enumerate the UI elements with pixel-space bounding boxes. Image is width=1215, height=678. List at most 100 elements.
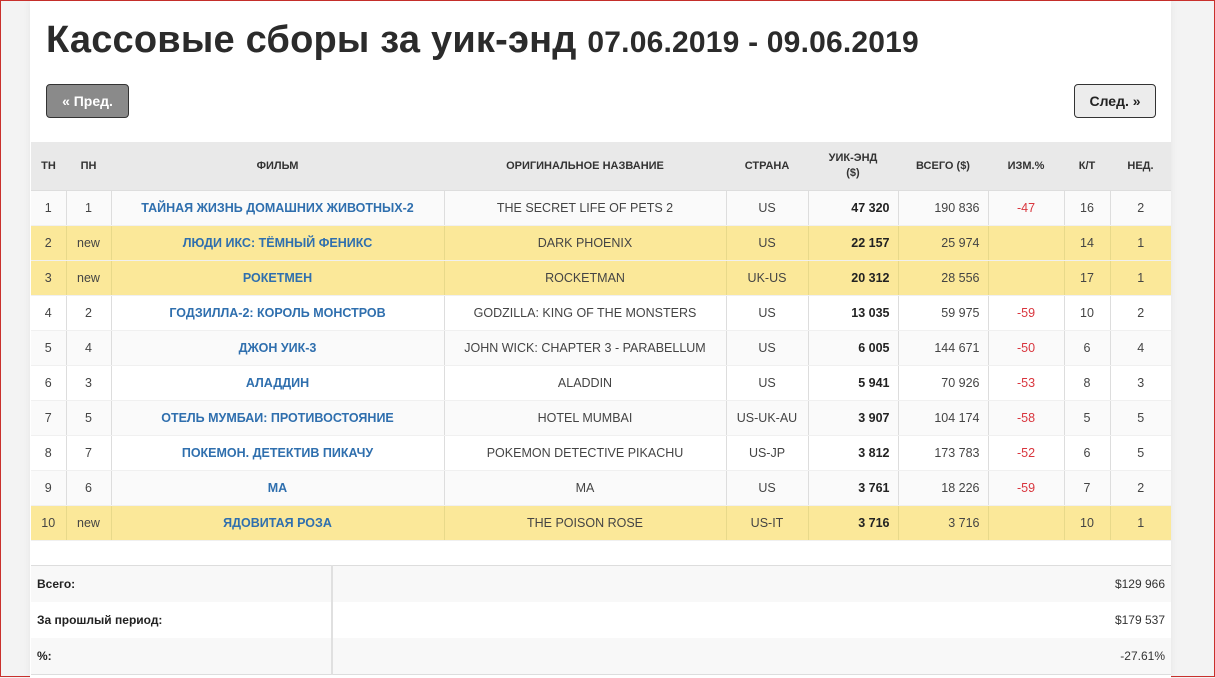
original-title-cell: HOTEL MUMBAI xyxy=(444,400,727,436)
weeks-cell: 2 xyxy=(1110,295,1171,331)
country-cell: US-UK-AU xyxy=(726,400,809,436)
rank-cell: 2 xyxy=(31,225,67,261)
weekend-gross-cell: 3 812 xyxy=(808,435,899,471)
country-cell: US-IT xyxy=(726,505,809,541)
film-link[interactable]: ДЖОН УИК-3 xyxy=(238,341,317,355)
last-week-cell: new xyxy=(66,225,112,261)
last-week-cell: new xyxy=(66,260,112,296)
change-percent-cell xyxy=(988,260,1065,296)
table-row: 7 5 ОТЕЛЬ МУМБАИ: ПРОТИВОСТОЯНИЕ HOTEL MUMB… xyxy=(31,400,1171,436)
country-cell: US xyxy=(726,330,809,366)
country-cell: US xyxy=(726,295,809,331)
rank-cell: 7 xyxy=(31,400,67,436)
table-row: 6 3 АЛАДДИН ALADDIN US 5 941 70 926 -53 8 3 xyxy=(31,365,1171,401)
country-cell: US xyxy=(726,225,809,261)
film-link[interactable]: АЛАДДИН xyxy=(245,376,310,390)
summary-label: Всего: xyxy=(31,565,333,602)
col-header-weeks: НЕД. xyxy=(1110,142,1171,191)
weekend-gross-cell: 20 312 xyxy=(808,260,899,296)
country-cell: US xyxy=(726,365,809,401)
summary-label: %: xyxy=(31,638,333,675)
original-title-cell: ROCKETMAN xyxy=(444,260,727,296)
weeks-cell: 1 xyxy=(1110,225,1171,261)
col-header-screens: К/Т xyxy=(1064,142,1110,191)
table-row: 1 1 ТАЙНАЯ ЖИЗНЬ ДОМАШНИХ ЖИВОТНЫХ-2 THE SE… xyxy=(31,190,1171,226)
next-week-button[interactable]: След. » xyxy=(1074,84,1156,118)
total-gross-cell: 18 226 xyxy=(898,470,989,506)
table-row: 10 new ЯДОВИТАЯ РОЗА THE POISON ROSE US-IT 3 … xyxy=(31,505,1171,541)
original-title-cell: JOHN WICK: CHAPTER 3 - PARABELLUM xyxy=(444,330,727,366)
weeks-cell: 2 xyxy=(1110,190,1171,226)
col-header-country: СТРАНА xyxy=(726,142,808,191)
table-row: 3 new РОКЕТМЕН ROCKETMAN UK-US 20 312 28 556 17… xyxy=(31,260,1171,296)
summary-row-total: Всего: $129 966 xyxy=(31,565,1171,602)
screens-cell: 6 xyxy=(1064,330,1111,366)
screens-cell: 16 xyxy=(1064,190,1111,226)
rank-cell: 5 xyxy=(31,330,67,366)
film-link[interactable]: ОТЕЛЬ МУМБАИ: ПРОТИВОСТОЯНИЕ xyxy=(161,411,394,425)
rank-cell: 8 xyxy=(31,435,67,471)
total-gross-cell: 144 671 xyxy=(898,330,989,366)
total-gross-cell: 28 556 xyxy=(898,260,989,296)
change-percent-cell xyxy=(988,505,1065,541)
film-cell: ЛЮДИ ИКС: ТЁМНЫЙ ФЕНИКС xyxy=(111,225,445,261)
prev-week-button[interactable]: « Пред. xyxy=(46,84,129,118)
original-title-cell: POKEMON DETECTIVE PIKACHU xyxy=(444,435,727,471)
summary-label: За прошлый период: xyxy=(31,602,333,638)
weekend-gross-cell: 3 761 xyxy=(808,470,899,506)
title-text: Кассовые сборы за уик-энд xyxy=(46,19,577,61)
table-row: 9 6 МА MA US 3 761 18 226 -59 7 2 xyxy=(31,470,1171,506)
title-dates: 07.06.2019 - 09.06.2019 xyxy=(587,26,919,59)
weeks-cell: 1 xyxy=(1110,260,1171,296)
film-cell: МА xyxy=(111,470,445,506)
col-header-lw: ПН xyxy=(66,142,111,191)
col-header-tw: ТН xyxy=(31,142,66,191)
film-link[interactable]: ТАЙНАЯ ЖИЗНЬ ДОМАШНИХ ЖИВОТНЫХ-2 xyxy=(141,201,414,215)
last-week-cell: 1 xyxy=(66,190,112,226)
original-title-cell: ALADDIN xyxy=(444,365,727,401)
film-cell: ОТЕЛЬ МУМБАИ: ПРОТИВОСТОЯНИЕ xyxy=(111,400,445,436)
film-cell: ГОДЗИЛЛА-2: КОРОЛЬ МОНСТРОВ xyxy=(111,295,445,331)
film-link[interactable]: РОКЕТМЕН xyxy=(242,271,313,285)
rank-cell: 3 xyxy=(31,260,67,296)
original-title-cell: THE POISON ROSE xyxy=(444,505,727,541)
weekend-gross-cell: 6 005 xyxy=(808,330,899,366)
change-percent-cell: -59 xyxy=(988,295,1065,331)
last-week-cell: 2 xyxy=(66,295,112,331)
film-cell: ТАЙНАЯ ЖИЗНЬ ДОМАШНИХ ЖИВОТНЫХ-2 xyxy=(111,190,445,226)
screens-cell: 6 xyxy=(1064,435,1111,471)
film-link[interactable]: ПОКЕМОН. ДЕТЕКТИВ ПИКАЧУ xyxy=(181,446,374,460)
col-header-weekend: УИК-ЭНД ($) xyxy=(808,142,898,191)
original-title-cell: DARK PHOENIX xyxy=(444,225,727,261)
change-percent-cell: -59 xyxy=(988,470,1065,506)
col-header-film: ФИЛЬМ xyxy=(111,142,444,191)
film-link[interactable]: ГОДЗИЛЛА-2: КОРОЛЬ МОНСТРОВ xyxy=(169,306,386,320)
weekend-gross-cell: 5 941 xyxy=(808,365,899,401)
change-percent-cell: -58 xyxy=(988,400,1065,436)
film-cell: ЯДОВИТАЯ РОЗА xyxy=(111,505,445,541)
country-cell: US xyxy=(726,190,809,226)
last-week-cell: new xyxy=(66,505,112,541)
col-header-change: ИЗМ.% xyxy=(988,142,1064,191)
col-header-total: ВСЕГО ($) xyxy=(898,142,988,191)
box-office-table: ТН ПН ФИЛЬМ ОРИГИНАЛЬНОЕ НАЗВАНИЕ СТРАНА… xyxy=(31,142,1171,541)
summary-row-percent: %: -27.61% xyxy=(31,638,1171,675)
original-title-cell: THE SECRET LIFE OF PETS 2 xyxy=(444,190,727,226)
film-cell: АЛАДДИН xyxy=(111,365,445,401)
film-link[interactable]: ЛЮДИ ИКС: ТЁМНЫЙ ФЕНИКС xyxy=(182,236,373,250)
weeks-cell: 3 xyxy=(1110,365,1171,401)
film-link[interactable]: МА xyxy=(267,481,288,495)
weeks-cell: 1 xyxy=(1110,505,1171,541)
table-row: 8 7 ПОКЕМОН. ДЕТЕКТИВ ПИКАЧУ POKEMON DETECT… xyxy=(31,435,1171,471)
film-link[interactable]: ЯДОВИТАЯ РОЗА xyxy=(223,516,332,530)
film-cell: ДЖОН УИК-3 xyxy=(111,330,445,366)
total-gross-cell: 104 174 xyxy=(898,400,989,436)
film-cell: ПОКЕМОН. ДЕТЕКТИВ ПИКАЧУ xyxy=(111,435,445,471)
summary-row-previous: За прошлый период: $179 537 xyxy=(31,602,1171,638)
change-percent-cell: -47 xyxy=(988,190,1065,226)
rank-cell: 9 xyxy=(31,470,67,506)
weekend-gross-cell: 3 716 xyxy=(808,505,899,541)
last-week-cell: 6 xyxy=(66,470,112,506)
film-cell: РОКЕТМЕН xyxy=(111,260,445,296)
country-cell: US-JP xyxy=(726,435,809,471)
